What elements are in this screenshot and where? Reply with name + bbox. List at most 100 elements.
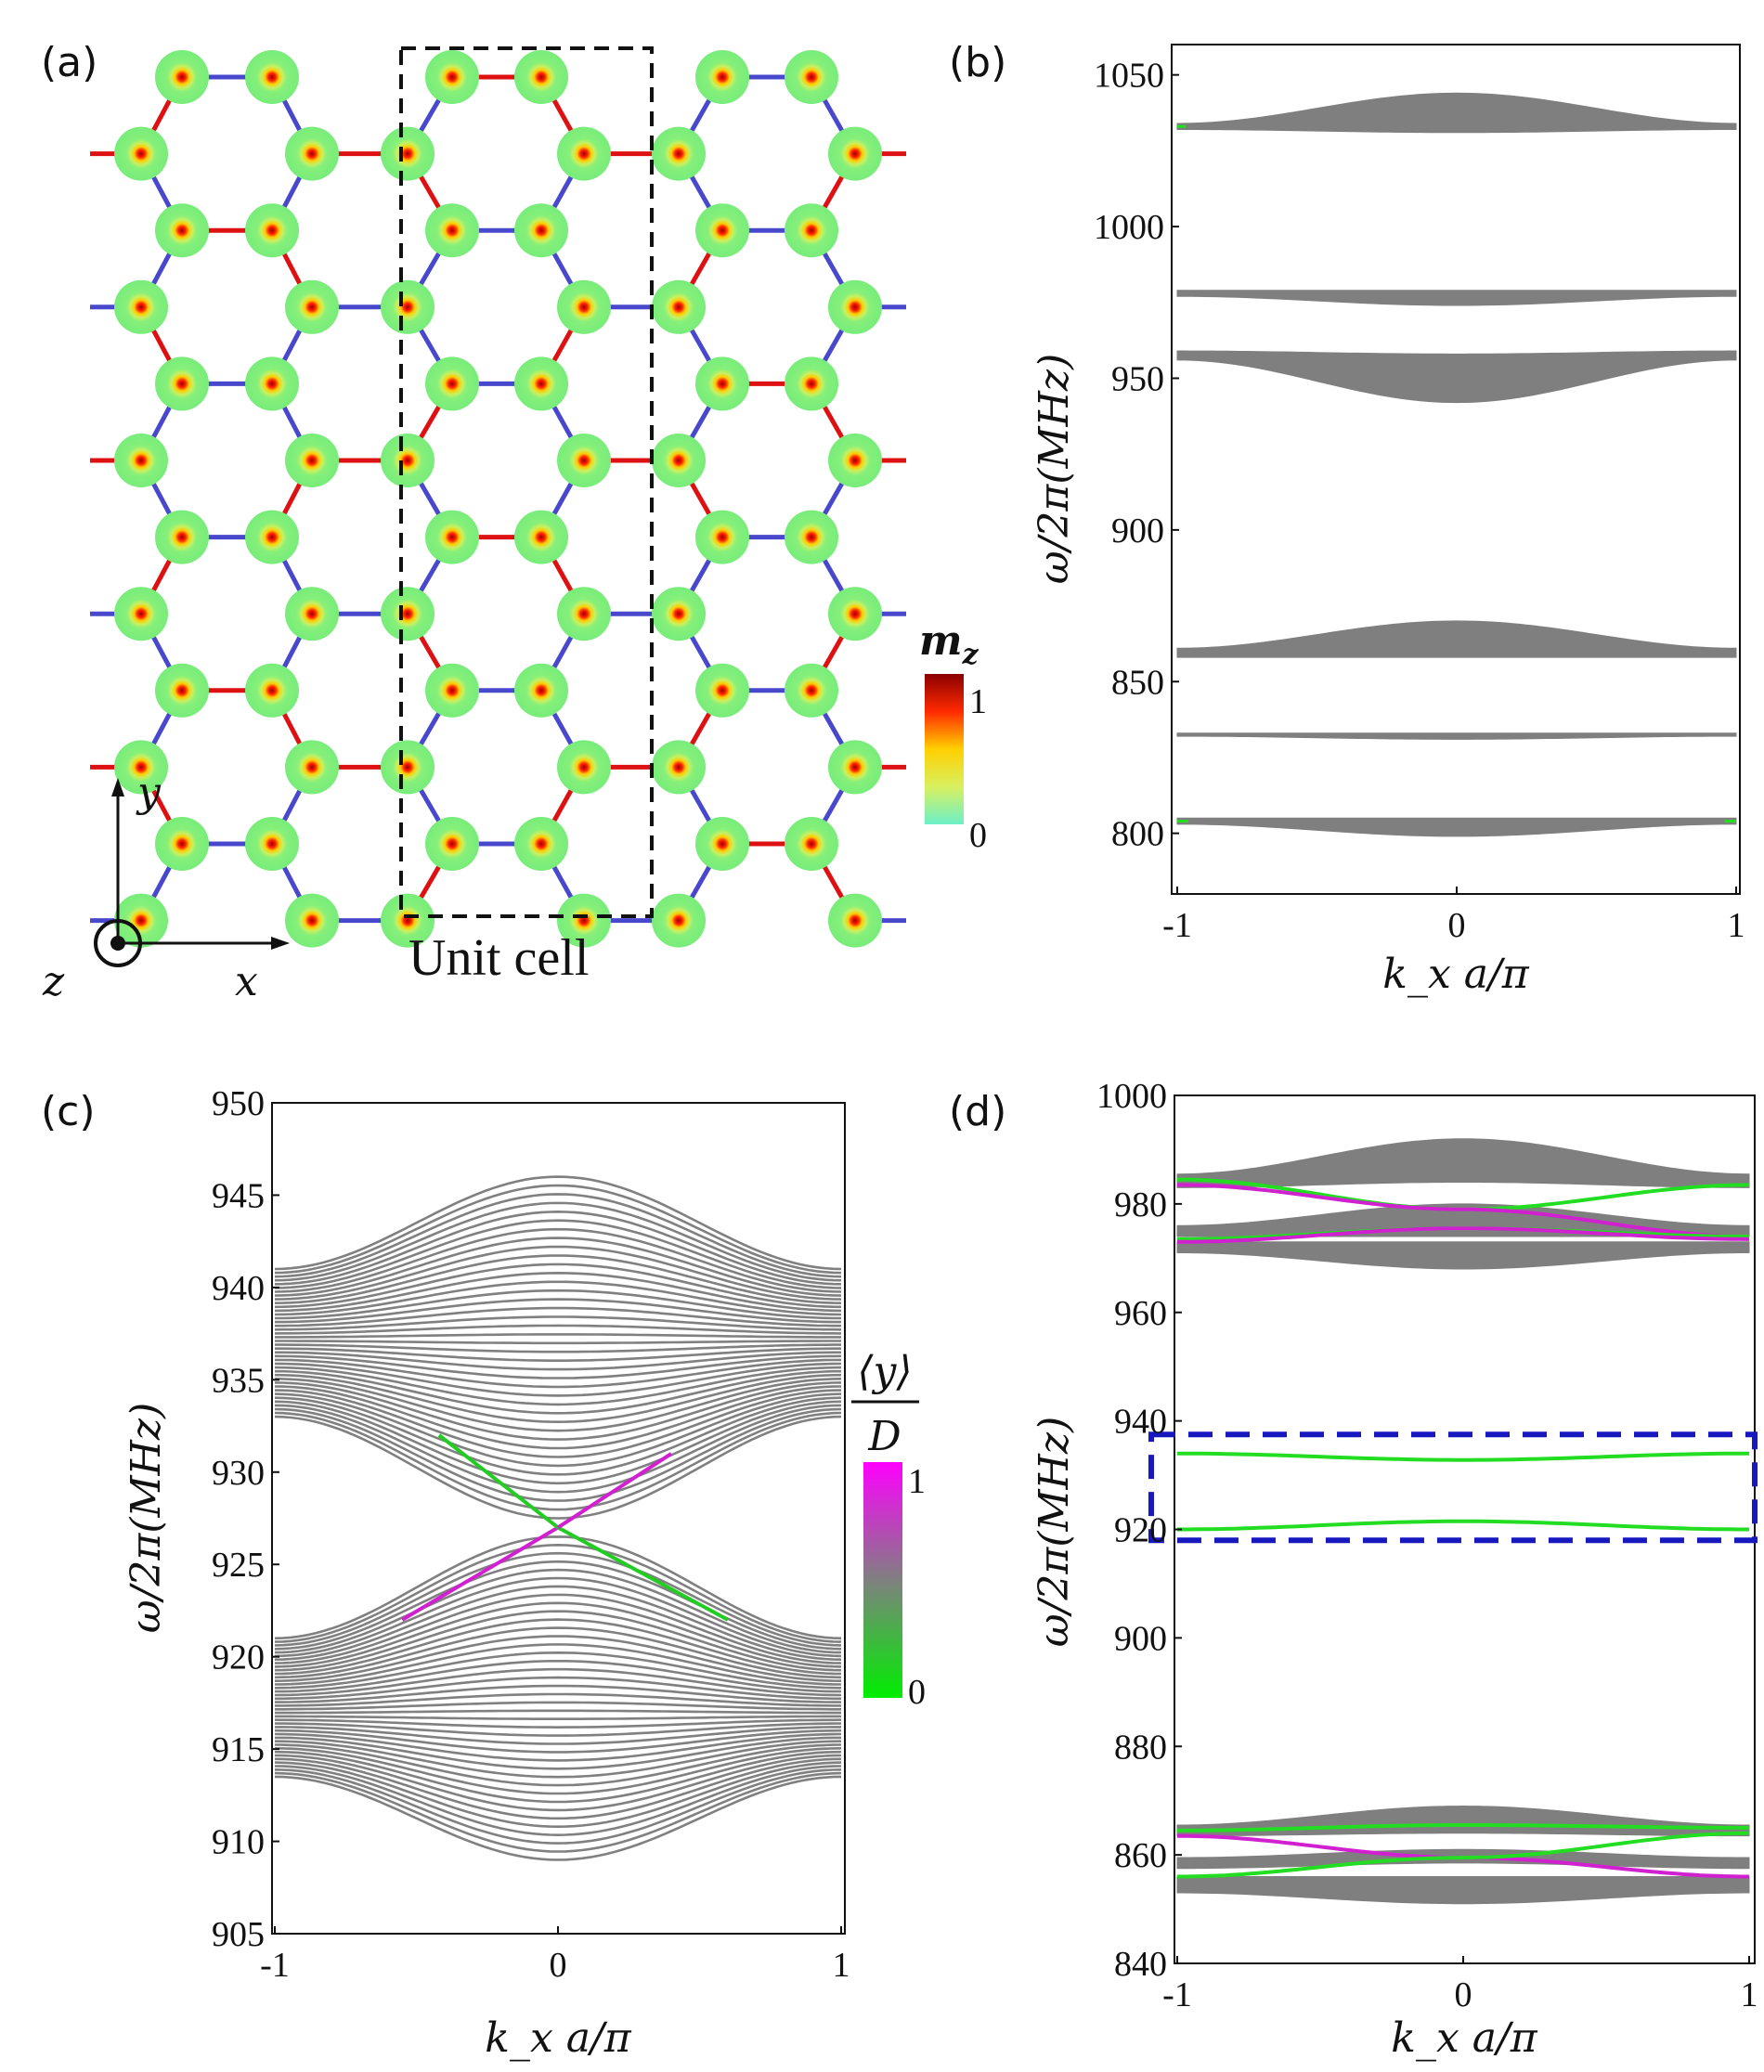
lattice-node xyxy=(652,587,706,641)
bulk-band xyxy=(1176,1806,1750,1837)
bulk-mode-line xyxy=(274,1193,842,1278)
bulk-band xyxy=(1176,1876,1750,1905)
edge-state-green xyxy=(557,1525,729,1622)
panel-d-ticks: -1 0 1 840 860 880 900 920 940 960 980 1000 xyxy=(1096,1077,1758,2014)
lattice-node xyxy=(155,663,209,718)
mz-colorbar-max: 1 xyxy=(969,682,987,721)
bulk-mode-line xyxy=(274,1768,842,1845)
x-tick-label: 0 xyxy=(550,1946,567,1985)
lattice-node xyxy=(828,434,882,487)
edge-curve-green xyxy=(1177,1519,1749,1532)
y-tick-label: 920 xyxy=(212,1638,265,1677)
bulk-mode-line xyxy=(274,1411,842,1511)
lattice-node xyxy=(285,740,339,795)
bulk-mode-line xyxy=(274,1729,842,1754)
x-tick-label: -1 xyxy=(1162,1975,1192,2014)
y-tick-label: 940 xyxy=(212,1269,265,1308)
lattice-node xyxy=(557,126,611,181)
lattice-node xyxy=(828,279,882,334)
y-tick-label: 950 xyxy=(1111,359,1164,398)
bulk-mode-line xyxy=(274,1568,842,1654)
bulk-mode-line xyxy=(274,1184,842,1275)
panel-label-c: (c) xyxy=(41,1088,96,1135)
bulk-mode-line xyxy=(274,1551,842,1647)
bulk-mode-line xyxy=(274,1618,842,1676)
edge-curve-magenta xyxy=(1176,1183,1749,1238)
lattice-node xyxy=(381,740,435,795)
edge-state-magenta xyxy=(401,1525,560,1622)
lattice-node xyxy=(785,510,838,564)
bulk-mode-line xyxy=(275,1306,841,1327)
y-tick-label: 900 xyxy=(1111,512,1164,550)
y-tick-label: 800 xyxy=(1111,815,1164,854)
bulk-mode-line xyxy=(275,1676,841,1701)
lattice-node xyxy=(652,740,706,795)
lattice-node xyxy=(285,587,339,641)
bulk-mode-line xyxy=(274,1415,842,1520)
panel-d-highlight-box xyxy=(1148,1431,1758,1544)
bulk-mode-line xyxy=(275,1351,841,1371)
y-tick-label: 930 xyxy=(212,1454,265,1493)
panel-b-chart: -1 0 1 800 850 900 950 1000 1050 k_x a/π ω/2π(MH… xyxy=(1031,44,1745,998)
bulk-mode-line xyxy=(274,1385,842,1450)
lattice-node xyxy=(557,279,611,334)
bulk-mode-line xyxy=(274,1775,842,1861)
lattice-node xyxy=(425,203,479,258)
bulk-mode-line xyxy=(274,1245,842,1301)
bulk-band xyxy=(1176,290,1737,306)
bulk-mode-line xyxy=(274,1740,842,1779)
bulk-mode-line xyxy=(274,1643,842,1686)
bulk-mode-line xyxy=(274,1366,842,1406)
lattice-node xyxy=(285,126,339,181)
bulk-mode-line xyxy=(274,1761,842,1829)
lattice-node xyxy=(785,817,838,871)
panel-c-chart: -1 0 1 905 910 915 920 925 930 935 940 945 950 k_x a… xyxy=(123,1084,926,2062)
coordinate-axes: y x z xyxy=(42,769,290,1005)
bulk-mode-line xyxy=(274,1765,842,1837)
lattice-node xyxy=(381,434,435,487)
lattice-node xyxy=(514,817,568,871)
panel-b-ylabel: ω/2π(MHz) xyxy=(1031,354,1078,585)
bulk-mode-line xyxy=(274,1635,842,1682)
lattice-node xyxy=(285,893,339,948)
mz-colorbar: mz 1 0 xyxy=(919,617,987,855)
panel-d-bands xyxy=(1176,1138,1750,1905)
z-out-of-plane-icon xyxy=(94,919,142,967)
y-tick-label: 1050 xyxy=(1094,57,1164,96)
x-tick-label: 0 xyxy=(1448,906,1466,945)
y-tick-label: 850 xyxy=(1111,663,1164,702)
lattice-node xyxy=(785,356,838,411)
lattice-node xyxy=(652,279,706,334)
bulk-mode-line xyxy=(274,1381,842,1441)
y-colorbar-gradient xyxy=(863,1462,902,1698)
bulk-mode-line xyxy=(274,1626,842,1679)
lattice-node xyxy=(114,126,168,181)
y-tick-label: 980 xyxy=(1114,1185,1167,1224)
lattice-node xyxy=(695,510,749,564)
panel-c-ylabel: ω/2π(MHz) xyxy=(123,1403,170,1634)
lattice-node xyxy=(425,50,479,104)
x-axis-label: x xyxy=(235,958,258,1005)
lattice-node xyxy=(785,663,838,718)
edge-curve-magenta xyxy=(1177,1226,1750,1244)
x-tick-label: -1 xyxy=(1162,906,1192,945)
lattice-node xyxy=(245,510,299,564)
bulk-mode-line xyxy=(274,1732,842,1762)
bulk-mode-line xyxy=(275,1333,841,1339)
lattice-node xyxy=(514,663,568,718)
bulk-mode-line xyxy=(274,1315,842,1331)
lattice-node xyxy=(695,356,749,411)
bulk-band xyxy=(1176,1241,1750,1270)
bulk-mode-line xyxy=(275,1289,841,1320)
bulk-band xyxy=(1176,1138,1750,1188)
bulk-mode-line xyxy=(274,1560,842,1651)
bulk-mode-line xyxy=(274,1593,842,1664)
bulk-mode-line xyxy=(274,1404,842,1494)
bulk-mode-line xyxy=(274,1271,842,1313)
lattice-node xyxy=(828,587,882,641)
y-tick-label: 925 xyxy=(212,1546,265,1585)
bulk-band xyxy=(1176,350,1737,404)
lattice-node xyxy=(381,279,435,334)
lattice-node xyxy=(381,587,435,641)
